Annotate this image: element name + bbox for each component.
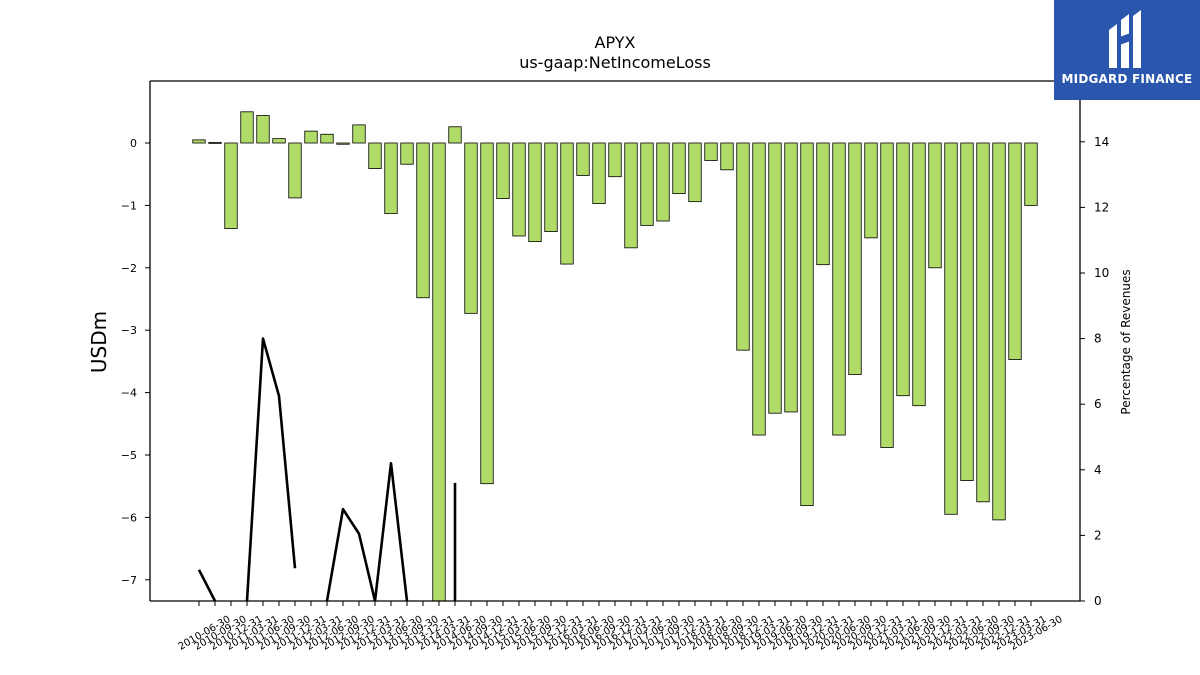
- bar: [992, 142, 1006, 521]
- bar: [1024, 142, 1038, 206]
- bar: [688, 142, 702, 203]
- bar: [912, 142, 926, 407]
- bar: [784, 142, 798, 413]
- y-tick-label: 0: [130, 137, 137, 150]
- y-tick-label: −7: [121, 574, 137, 587]
- y2-tick-label: 0: [1094, 594, 1102, 608]
- bar: [448, 126, 462, 144]
- bar: [624, 142, 638, 249]
- bar: [592, 142, 606, 204]
- bar: [704, 142, 718, 161]
- y2-tick-label: 10: [1094, 266, 1109, 280]
- y-tick-label: −5: [121, 449, 137, 462]
- bar: [672, 142, 686, 194]
- bar: [496, 142, 510, 199]
- bar: [944, 142, 958, 515]
- bar: [224, 142, 238, 229]
- y2-tick-label: 4: [1094, 463, 1102, 477]
- chart-title: APYX: [595, 33, 636, 52]
- bar: [816, 142, 830, 266]
- bar: [304, 130, 318, 144]
- bar: [400, 142, 414, 165]
- bar: [432, 142, 446, 601]
- bar: [192, 139, 206, 144]
- bar: [640, 142, 654, 226]
- bar: [752, 142, 766, 436]
- y2-tick-label: 2: [1094, 528, 1102, 542]
- bar: [512, 142, 526, 237]
- bar: [256, 115, 270, 144]
- bar: [848, 142, 862, 375]
- bar: [736, 142, 750, 351]
- bar: [480, 142, 494, 485]
- axes-group: 0−1−2−3−4−5−6−7024681012142010-06-302010…: [121, 80, 1109, 653]
- bar: [880, 142, 894, 448]
- bar: [1008, 142, 1022, 360]
- bar: [208, 141, 222, 144]
- bar: [528, 142, 542, 242]
- y-axis-label: USDm: [87, 311, 111, 373]
- bar: [960, 142, 974, 481]
- bar: [976, 142, 990, 503]
- bars-group: [192, 111, 1038, 601]
- line-group: [197, 337, 457, 601]
- y-tick-label: −1: [121, 199, 137, 212]
- y2-tick-label: 12: [1094, 200, 1109, 214]
- bar: [368, 142, 382, 169]
- bar: [800, 142, 814, 506]
- bar: [320, 133, 334, 144]
- series-line: [245, 337, 297, 601]
- y2-axis-label: Percentage of Revenues: [1119, 269, 1133, 414]
- chart-subtitle: us-gaap:NetIncomeLoss: [519, 53, 711, 72]
- bar: [336, 142, 350, 145]
- y2-tick-label: 14: [1094, 135, 1109, 149]
- logo-text: MIDGARD FINANCE: [1061, 72, 1193, 86]
- series-line: [325, 461, 409, 601]
- y2-tick-label: 6: [1094, 397, 1102, 411]
- bar: [560, 142, 574, 265]
- bar: [832, 142, 846, 436]
- y-tick-label: −6: [121, 511, 137, 524]
- bar: [928, 142, 942, 269]
- bar: [576, 142, 590, 176]
- y2-tick-label: 8: [1094, 332, 1102, 346]
- y-tick-label: −4: [121, 387, 137, 400]
- bar: [544, 142, 558, 233]
- bar: [768, 142, 782, 414]
- bar: [864, 142, 878, 239]
- y-tick-label: −2: [121, 262, 137, 275]
- bar: [608, 142, 622, 178]
- bar: [464, 142, 478, 314]
- bar: [240, 111, 254, 144]
- bar: [288, 142, 302, 199]
- series-line: [197, 569, 217, 601]
- bar: [352, 124, 366, 144]
- bar: [896, 142, 910, 397]
- brand-logo: MIDGARD FINANCE: [1054, 0, 1200, 100]
- y-tick-label: −3: [121, 324, 137, 337]
- bar: [272, 138, 286, 144]
- bar: [656, 142, 670, 222]
- bar: [416, 142, 430, 299]
- logo-mark-icon: [1109, 10, 1141, 68]
- bar: [720, 142, 734, 171]
- bar: [384, 142, 398, 214]
